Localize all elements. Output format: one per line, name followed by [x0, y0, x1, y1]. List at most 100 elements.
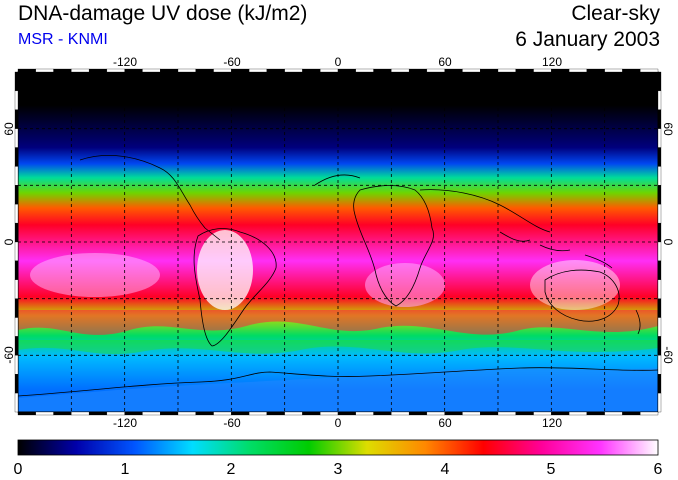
bottom-scale-segment [640, 411, 659, 416]
colorbar-label: 3 [334, 461, 343, 478]
colorbar-label: 2 [227, 461, 236, 478]
date-label: 6 January 2003 [515, 28, 660, 51]
top-lon-labels: -120 -60 0 60 120 [113, 55, 562, 69]
left-lat-label: -60 [2, 346, 16, 364]
top-scale-segment [53, 68, 72, 73]
bottom-lon-label: -60 [223, 416, 241, 430]
map-title: DNA-damage UV dose (kJ/m2) [18, 2, 308, 25]
bottom-scale-segment [248, 411, 268, 416]
bottom-scale-segment [533, 411, 552, 416]
southern-red-band-edge [18, 310, 658, 335]
bottom-scale-segment [426, 411, 445, 416]
bottom-scale-segment [213, 411, 232, 416]
bottom-scale-segment [462, 411, 481, 416]
top-scale-segment [17, 68, 36, 73]
bottom-scale-segment [604, 411, 623, 416]
left-scale-segment [14, 374, 19, 394]
top-scale-segment [355, 68, 374, 73]
right-scale-segment [657, 279, 662, 299]
right-lat-labels: 60 0 -60 [661, 122, 675, 364]
right-scale-segment [657, 128, 662, 148]
left-scale-segment [14, 279, 19, 299]
left-lat-labels: 60 0 -60 [2, 122, 16, 364]
bottom-scale-segment [622, 411, 641, 416]
colorbar-label: 1 [121, 461, 130, 478]
top-scale-segment [88, 68, 108, 73]
left-scale-segment [14, 204, 19, 224]
sky-condition-label: Clear-sky [571, 2, 660, 25]
left-scale-segment [14, 71, 19, 92]
right-scale-segment [657, 355, 662, 375]
colorbar-label: 5 [547, 461, 556, 478]
top-scale-segment [177, 68, 196, 73]
right-scale-segment [657, 392, 662, 413]
right-lat-label: 0 [661, 239, 675, 246]
colorbar-label: 4 [441, 461, 450, 478]
bottom-scale-segment [568, 411, 588, 416]
bottom-scale-segment [586, 411, 605, 416]
bottom-scale-segment [17, 411, 36, 416]
right-scale-segment [657, 71, 662, 92]
bottom-scale-segment [231, 411, 250, 416]
colorbar-labels: 0 1 2 3 4 5 6 [14, 461, 663, 478]
left-scale-segment [14, 317, 19, 337]
top-scale-segment [142, 68, 161, 73]
top-scale-segment [35, 68, 54, 73]
right-scale-segment [657, 204, 662, 224]
top-lon-label: 120 [542, 55, 562, 69]
right-scale-segment [657, 336, 662, 356]
right-scale-segment [657, 298, 662, 318]
top-scale-segment [444, 68, 463, 73]
left-scale-segment [14, 147, 19, 167]
colorbar-label: 6 [654, 461, 663, 478]
top-scale-segment [337, 68, 356, 73]
frame-ticks [14, 68, 662, 416]
left-scale-segment [14, 185, 19, 205]
bottom-scale-segment [124, 411, 143, 416]
bottom-scale-segment [480, 411, 499, 416]
top-scale-segment [497, 68, 516, 73]
bottom-scale-segment [302, 411, 321, 416]
right-scale-segment [657, 374, 662, 394]
left-lat-label: 60 [2, 122, 16, 136]
top-scale-segment [373, 68, 392, 73]
top-scale-segment [71, 68, 90, 73]
right-scale-segment [657, 241, 662, 262]
top-scale-segment [266, 68, 285, 73]
right-scale-segment [657, 317, 662, 337]
top-scale-segment [231, 68, 250, 73]
europe-asia-coast [314, 174, 551, 233]
africa-coast [353, 185, 434, 307]
right-scale-segment [657, 222, 662, 243]
coastlines [18, 155, 658, 397]
top-lon-label: 60 [438, 55, 452, 69]
top-scale-segment [515, 68, 534, 73]
left-scale-segment [14, 90, 19, 110]
top-scale-segment [480, 68, 499, 73]
colorbar [17, 439, 659, 456]
left-scale-segment [14, 166, 19, 186]
bottom-scale-segment [177, 411, 196, 416]
bottom-scale-segment [373, 411, 392, 416]
bottom-scale-segment [391, 411, 410, 416]
antarctica-coast [18, 367, 658, 397]
top-scale-segment [248, 68, 268, 73]
top-lon-label: -60 [223, 55, 241, 69]
bottom-scale-segment [497, 411, 516, 416]
right-scale-segment [657, 109, 662, 129]
bottom-scale-segment [195, 411, 214, 416]
bottom-scale-segment [35, 411, 54, 416]
top-scale-segment [124, 68, 143, 73]
right-scale-segment [657, 90, 662, 110]
top-scale-segment [551, 68, 570, 73]
bottom-scale-segment [71, 411, 90, 416]
top-scale-segment [195, 68, 214, 73]
mid-pacific-high [30, 253, 160, 297]
bottom-scale-segment [88, 411, 108, 416]
top-scale-segment [302, 68, 321, 73]
bottom-lon-label: 60 [438, 416, 452, 430]
graticule [18, 72, 658, 412]
bottom-scale-segment [266, 411, 285, 416]
right-lat-label: -60 [661, 346, 675, 364]
